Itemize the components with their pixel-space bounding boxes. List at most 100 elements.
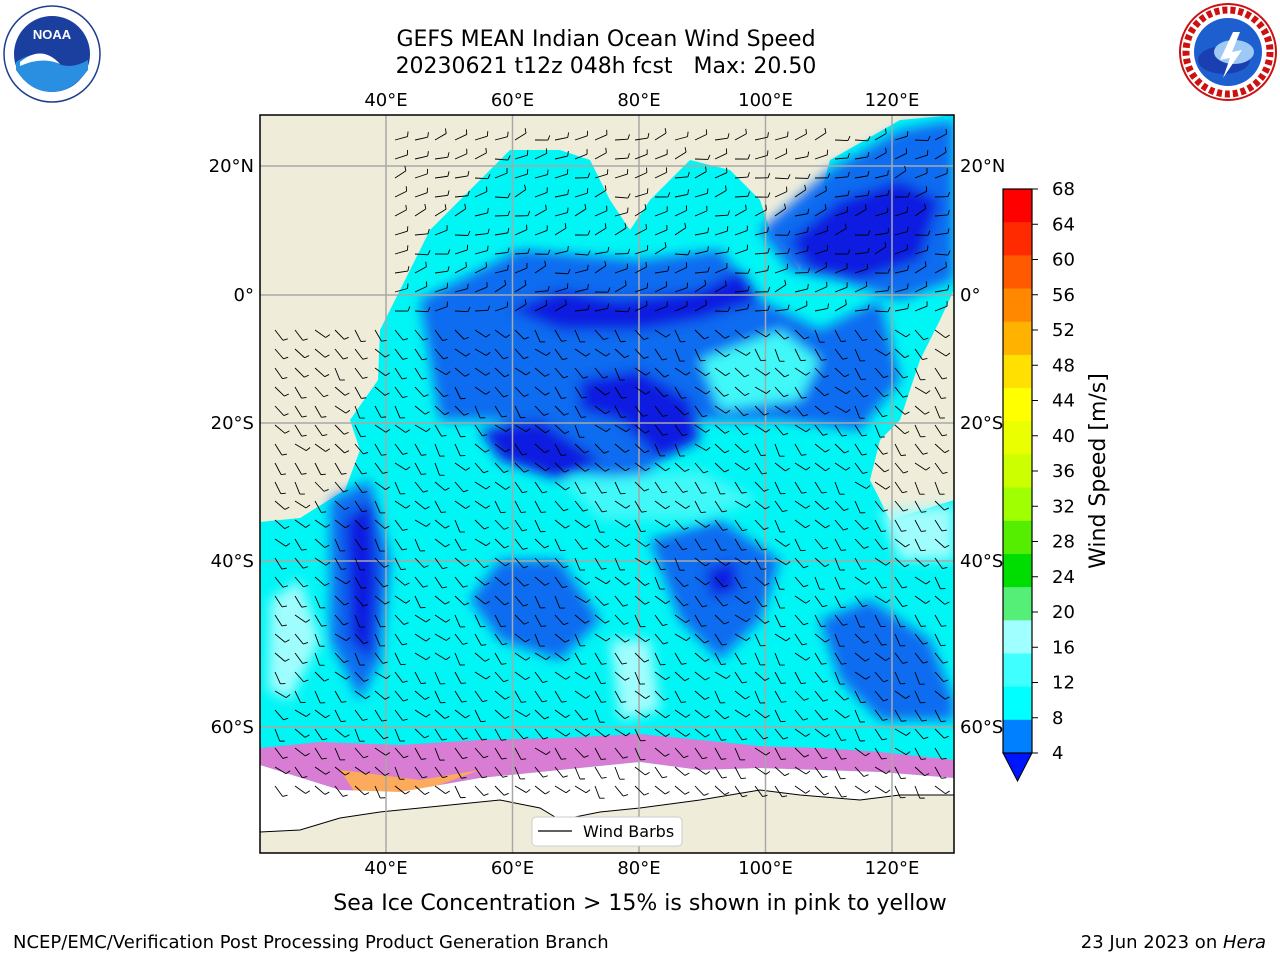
wind-barb: [274, 367, 288, 380]
wind-barb: [314, 633, 325, 647]
wind-barb: [774, 263, 788, 274]
wind-barb: [594, 766, 607, 779]
wind-barb: [394, 226, 409, 236]
wind-barb: [734, 595, 750, 605]
wind-barb: [534, 671, 548, 683]
wind-barb: [434, 747, 445, 761]
wind-barb: [354, 614, 365, 628]
wind-barb: [894, 206, 909, 217]
wind-barb: [814, 652, 827, 665]
wind-barb: [714, 424, 730, 434]
wind-barb: [814, 424, 828, 436]
wind-barb: [674, 171, 690, 179]
wind-barb: [354, 690, 370, 699]
wind-barb: [434, 785, 450, 795]
wind-barb: [534, 500, 547, 513]
wind-barb: [474, 481, 491, 490]
wind-barb: [354, 424, 366, 438]
wind-barb: [814, 405, 830, 415]
wind-barb: [374, 481, 390, 490]
wind-barb: [494, 481, 511, 490]
wind-barb: [874, 481, 891, 490]
wind-barb: [354, 386, 367, 399]
wind-barb: [674, 250, 691, 256]
wind-barb: [774, 131, 789, 141]
wind-barb: [694, 424, 711, 433]
wind-barb: [854, 652, 870, 662]
wind-barb: [714, 185, 727, 198]
wind-barb: [434, 190, 450, 198]
wind-barb: [794, 128, 807, 141]
wind-barb: [434, 266, 450, 274]
wind-barb: [774, 595, 785, 609]
wind-barb: [474, 671, 491, 680]
wind-barb: [794, 184, 807, 198]
wind-barb: [474, 538, 491, 547]
wind-barb: [414, 709, 431, 718]
wind-barb: [914, 405, 930, 415]
wind-barb: [554, 283, 569, 293]
wind-barb: [714, 766, 727, 779]
wind-barb: [294, 595, 307, 608]
wind-barb: [354, 785, 370, 796]
wind-barb: [374, 348, 390, 358]
wind-barb: [374, 671, 391, 679]
wind-barb: [734, 462, 751, 471]
wind-barb: [614, 424, 631, 433]
wind-barb: [534, 709, 550, 720]
wind-barb: [574, 462, 590, 472]
wind-barb: [514, 462, 529, 473]
wind-barb: [554, 747, 567, 760]
wind-barb: [314, 424, 328, 437]
wind-barb: [374, 405, 387, 418]
wind-barb: [294, 709, 311, 717]
wind-barb: [794, 747, 810, 758]
wind-barb: [334, 671, 351, 680]
wind-barb: [814, 595, 828, 608]
wind-barb: [274, 405, 289, 416]
wind-barb: [934, 405, 945, 419]
wind-barb: [814, 185, 827, 198]
wind-barb: [894, 386, 908, 398]
wind-barb: [374, 766, 390, 776]
wind-barb: [894, 405, 910, 415]
wind-barb: [554, 766, 568, 778]
wind-barb: [794, 709, 809, 721]
wind-barb: [854, 747, 870, 757]
wind-barb: [734, 671, 748, 684]
colorbar-tick-label: 4: [1052, 743, 1063, 764]
wind-barb: [534, 747, 551, 756]
wind-barb: [634, 204, 647, 217]
wind-barb: [354, 709, 368, 721]
colorbar-segment: [1003, 454, 1032, 489]
wind-barb: [554, 424, 570, 435]
wind-barb: [654, 538, 670, 549]
wind-barb: [394, 500, 411, 509]
wind-barb: [854, 443, 867, 456]
wind-barb: [414, 633, 431, 642]
wind-barb: [534, 538, 550, 549]
wind-barb: [554, 785, 571, 794]
wind-barb: [374, 785, 386, 799]
wind-barb: [754, 348, 766, 362]
wind-barb: [774, 785, 788, 798]
map-grid: [260, 115, 954, 853]
wind-barb: [374, 595, 390, 605]
wind-barb: [554, 652, 570, 662]
wind-barb: [494, 405, 507, 418]
wind-barb: [594, 147, 607, 160]
wind-barb: [714, 133, 730, 141]
wind-barb: [294, 690, 306, 704]
wind-barb: [494, 709, 510, 719]
wind-barb: [794, 462, 811, 471]
wind-barb: [434, 367, 451, 375]
lat-label-left: 0°: [234, 285, 254, 306]
wind-barb: [414, 481, 429, 493]
wind-barb: [294, 405, 307, 418]
wind-barb: [794, 519, 810, 529]
wind-barb: [334, 709, 346, 723]
wind-barb: [674, 766, 690, 776]
wind-barb: [814, 633, 830, 643]
lat-label-right: 0°: [960, 285, 980, 306]
wind-barb: [754, 728, 769, 740]
